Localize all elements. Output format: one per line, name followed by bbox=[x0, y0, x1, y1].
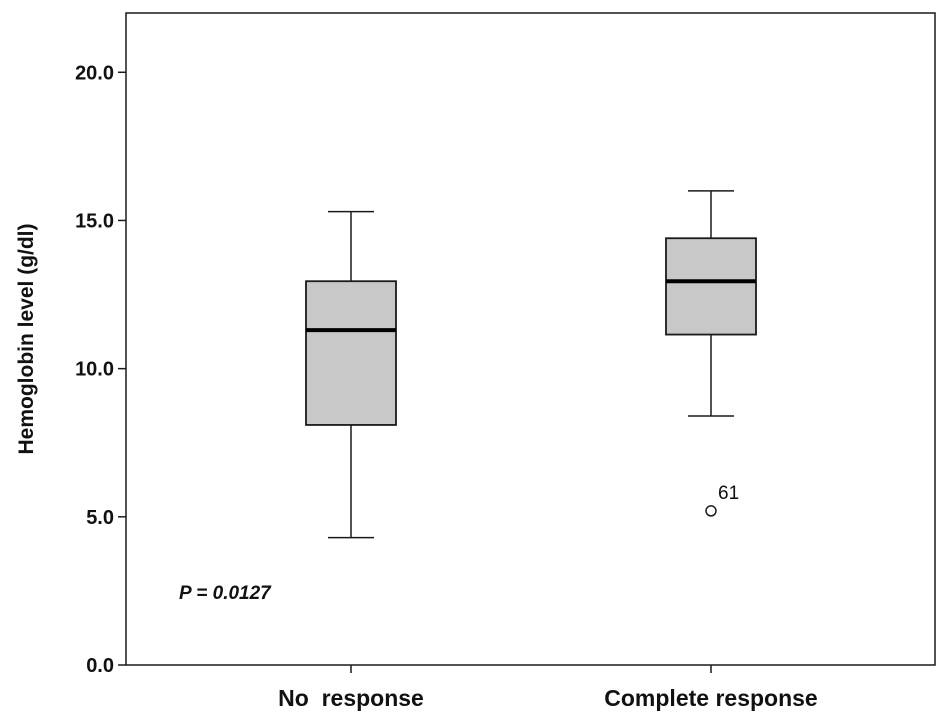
box-group bbox=[305, 210, 397, 539]
interquartile-box bbox=[305, 280, 397, 426]
p-value-annotation: P = 0.0127 bbox=[179, 583, 272, 604]
y-tick-label: 0.0 bbox=[86, 655, 114, 677]
y-tick-label: 5.0 bbox=[86, 507, 114, 529]
outlier-label: 61 bbox=[718, 483, 739, 504]
y-axis-title: Hemoglobin level (g/dl) bbox=[15, 223, 38, 454]
boxes: 61 bbox=[305, 190, 757, 539]
x-axis: No response Complete response bbox=[278, 665, 818, 711]
x-category-label: No response bbox=[278, 685, 424, 711]
x-category-label: Complete response bbox=[604, 685, 817, 711]
outlier-point bbox=[705, 505, 717, 517]
y-tick-label: 20.0 bbox=[75, 62, 114, 84]
box-group: 61 bbox=[665, 190, 757, 517]
y-tick-label: 15.0 bbox=[75, 210, 114, 232]
y-tick-label: 10.0 bbox=[75, 359, 114, 381]
y-axis: 0.0 5.0 10.0 15.0 20.0 bbox=[75, 62, 126, 677]
interquartile-box bbox=[665, 237, 757, 336]
plot-frame bbox=[125, 12, 936, 666]
